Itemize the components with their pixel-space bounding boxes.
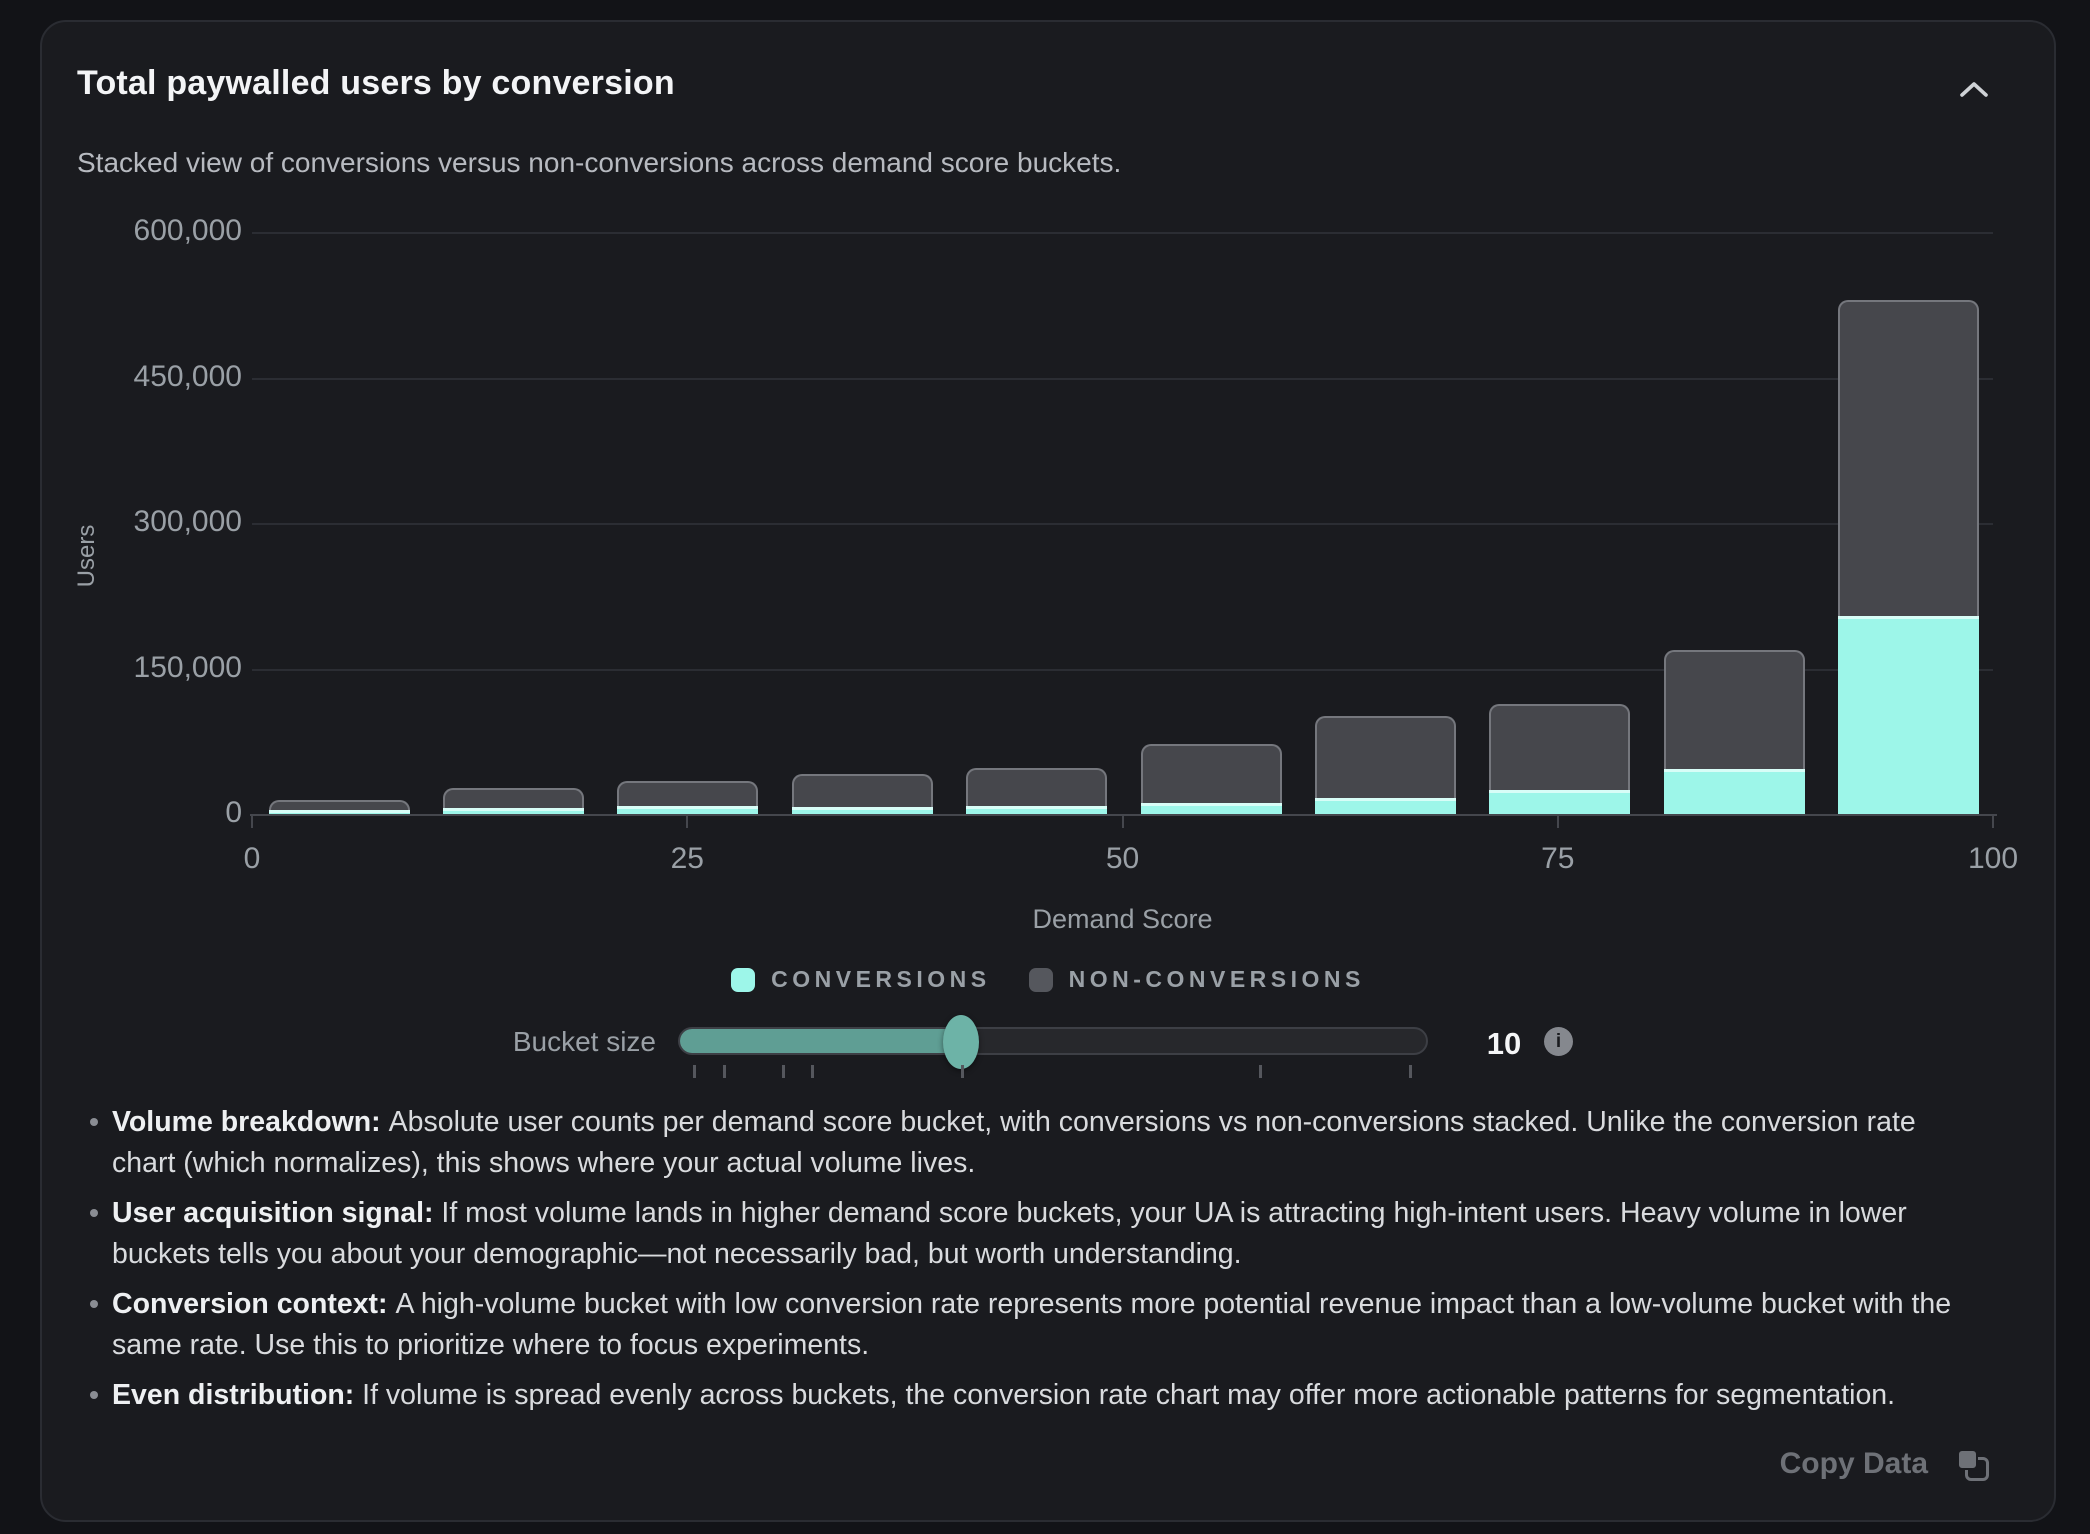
bullet-lead: Conversion context: (112, 1288, 396, 1320)
y-axis-tick-label: 600,000 (133, 214, 242, 247)
insight-bullet: User acquisition signal: If most volume … (90, 1193, 1980, 1275)
collapse-button[interactable] (1956, 74, 1992, 106)
copy-data-label: Copy Data (1779, 1447, 1928, 1480)
slider-tick (1408, 1065, 1412, 1078)
bar-segment-non-conversions[interactable] (791, 773, 933, 808)
copy-data-button[interactable]: Copy Data (1780, 1446, 1990, 1482)
bucket-size-label: Bucket size (512, 1026, 656, 1057)
bullet-lead: Even distribution: (112, 1379, 363, 1411)
gridline (252, 232, 1993, 234)
insight-bullet: Even distribution: If volume is spread e… (90, 1375, 1980, 1416)
x-axis-title: Demand Score (1032, 904, 1213, 934)
y-axis-title: Users (73, 524, 100, 588)
card-subtitle: Stacked view of conversions versus non-c… (77, 147, 1122, 178)
slider-fill (680, 1029, 962, 1053)
copy-icon (1954, 1446, 1990, 1482)
x-axis-tick (1992, 816, 1994, 828)
bucket-size-value: 10 (1486, 1026, 1522, 1061)
bar-segment-non-conversions[interactable] (1838, 299, 1980, 617)
bar-segment-non-conversions[interactable] (617, 780, 759, 807)
gridline (252, 523, 1993, 525)
slider-tick (1258, 1065, 1262, 1078)
bar-group-50-60[interactable] (1140, 744, 1282, 814)
bar-segment-non-conversions[interactable] (442, 788, 584, 809)
chevron-up-icon (1960, 82, 1988, 97)
x-axis-tick (251, 816, 253, 828)
slider-tick (961, 1065, 965, 1078)
bar-group-10-20[interactable] (442, 788, 584, 814)
x-axis-tick-label: 25 (670, 842, 704, 875)
bar-group-20-30[interactable] (617, 780, 759, 814)
bar-segment-non-conversions[interactable] (268, 799, 410, 810)
y-axis-tick-label: 0 (225, 796, 242, 829)
bar-segment-conversions[interactable] (442, 808, 584, 814)
bar-segment-conversions[interactable] (1838, 616, 1980, 814)
bullet-lead: User acquisition signal: (112, 1197, 442, 1229)
bar-segment-conversions[interactable] (617, 806, 759, 814)
bar-segment-non-conversions[interactable] (1140, 744, 1282, 803)
swatch-non-conversions-icon (1028, 967, 1053, 992)
bar-segment-non-conversions[interactable] (966, 767, 1108, 806)
bar-segment-non-conversions[interactable] (1663, 649, 1805, 770)
x-axis-tick-label: 75 (1541, 842, 1575, 875)
legend-item-non-conversions[interactable]: NON-CONVERSIONS (1028, 966, 1365, 993)
bar-segment-conversions[interactable] (1489, 790, 1631, 814)
x-axis-tick (1121, 816, 1124, 828)
bar-segment-non-conversions[interactable] (1489, 703, 1631, 791)
plot-area (250, 232, 1997, 828)
bar-group-80-90[interactable] (1663, 649, 1805, 814)
x-axis-tick-label: 100 (1967, 842, 2019, 875)
bullet-text: If most volume lands in higher demand sc… (112, 1197, 1907, 1270)
bullet-text: A high-volume bucket with low conversion… (112, 1288, 1952, 1361)
insight-bullets: Volume breakdown: Absolute user counts p… (90, 1102, 1980, 1425)
bullet-text: Absolute user counts per demand score bu… (112, 1106, 1916, 1179)
slider-handle[interactable] (943, 1015, 980, 1069)
y-axis-tick-label: 450,000 (133, 359, 242, 393)
bar-group-90-100[interactable] (1838, 299, 1980, 814)
bar-segment-conversions[interactable] (791, 807, 933, 814)
slider-tick (782, 1065, 786, 1078)
bar-segment-conversions[interactable] (1140, 802, 1282, 814)
bar-segment-conversions[interactable] (1314, 797, 1456, 814)
legend-label: CONVERSIONS (771, 966, 991, 992)
bucket-size-slider[interactable] (678, 1015, 1428, 1078)
x-axis-tick-label: 0 (243, 842, 261, 875)
bar-segment-conversions[interactable] (1663, 769, 1805, 814)
bar-segment-conversions[interactable] (966, 805, 1108, 814)
legend-label: NON-CONVERSIONS (1068, 966, 1365, 992)
bar-group-70-80[interactable] (1489, 703, 1631, 814)
bar-group-0-10[interactable] (268, 799, 410, 814)
bar-group-60-70[interactable] (1314, 715, 1456, 814)
slider-tick (692, 1065, 696, 1078)
legend-item-conversions[interactable]: CONVERSIONS (731, 966, 990, 993)
bullet-lead: Volume breakdown: (112, 1106, 389, 1138)
x-axis-line (250, 814, 1997, 816)
bullet-dot-icon (90, 1118, 98, 1126)
chart-card: Total paywalled users by conversion Stac… (40, 20, 2056, 1522)
chart-legend: CONVERSIONS NON-CONVERSIONS (42, 966, 2054, 993)
x-axis-tick-label: 50 (1105, 842, 1140, 875)
bullet-dot-icon (90, 1391, 98, 1399)
swatch-conversions-icon (731, 967, 756, 992)
insight-bullet: Conversion context: A high-volume bucket… (90, 1284, 1980, 1366)
gridline (252, 377, 1993, 380)
y-axis-tick-label: 150,000 (133, 650, 242, 684)
card-title: Total paywalled users by conversion (77, 64, 675, 102)
x-axis-tick (686, 816, 689, 828)
slider-tick (722, 1065, 726, 1078)
insight-bullet: Volume breakdown: Absolute user counts p… (90, 1102, 1980, 1184)
x-axis-tick (1556, 816, 1559, 828)
info-icon[interactable]: i (1544, 1027, 1573, 1056)
bar-group-40-50[interactable] (966, 767, 1108, 814)
bullet-dot-icon (90, 1300, 98, 1308)
y-axis-tick-label: 300,000 (133, 505, 242, 538)
bar-group-30-40[interactable] (791, 773, 933, 814)
gridline (252, 668, 1993, 671)
slider-tick (811, 1065, 815, 1078)
bullet-text: If volume is spread evenly across bucket… (362, 1379, 1896, 1411)
bullet-dot-icon (90, 1209, 98, 1217)
bar-segment-conversions[interactable] (268, 809, 410, 814)
bar-segment-non-conversions[interactable] (1314, 715, 1456, 798)
